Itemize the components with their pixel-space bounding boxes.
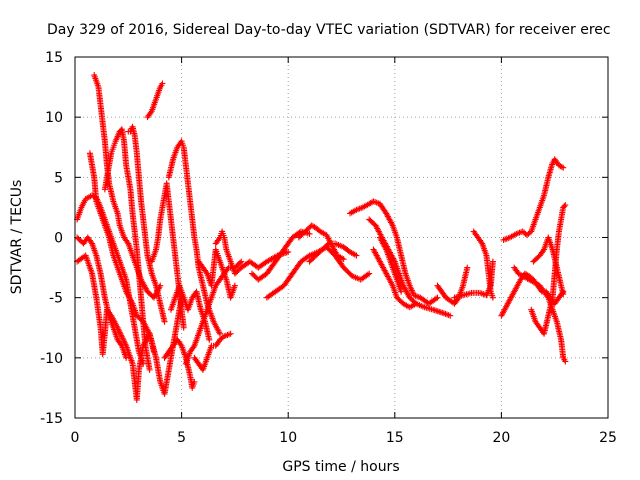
series-markers (470, 228, 496, 301)
x-tick-label: 0 (71, 430, 80, 446)
plot-frame (74, 56, 609, 419)
x-tick-label: 10 (279, 430, 297, 446)
series-trace-16 (212, 228, 292, 277)
y-tick-label: 5 (54, 170, 63, 186)
y-tick-label: -10 (40, 351, 63, 367)
series-markers (528, 202, 569, 337)
series-trace-24 (376, 234, 405, 295)
x-tick-label: 25 (599, 430, 617, 446)
series-markers (148, 180, 187, 331)
series-markers (74, 234, 130, 361)
series-markers (182, 258, 245, 367)
y-tick-label: -15 (40, 411, 63, 427)
x-tick-label: 15 (386, 430, 404, 446)
series-markers (101, 126, 153, 373)
x-tick-labels: 0 5 10 15 20 25 (71, 430, 617, 446)
series-trace-28 (500, 156, 567, 243)
series-markers (347, 198, 441, 307)
series-trace-9 (148, 180, 187, 331)
series-markers (195, 246, 238, 301)
y-tick-label: 15 (45, 50, 63, 66)
series-trace-32 (528, 202, 569, 337)
y-axis-label: SDTVAR / TECUs (9, 180, 25, 295)
series-trace-4 (86, 150, 157, 355)
series-markers (86, 150, 157, 355)
series-trace-20 (306, 240, 360, 265)
series-markers (125, 123, 168, 325)
y-tick-labels: -15 -10 -5 0 5 10 15 (40, 50, 63, 427)
series-trace-2 (74, 234, 130, 361)
series-trace-15 (195, 246, 238, 301)
series-markers (370, 246, 420, 311)
series-trace-23 (370, 246, 420, 311)
y-tick-label: 10 (45, 110, 63, 126)
series-markers (248, 228, 313, 283)
series-trace-27 (470, 228, 496, 301)
x-tick-label: 20 (492, 430, 510, 446)
series-trace-6 (101, 126, 153, 373)
x-tick-label: 5 (177, 430, 186, 446)
chart-title: Day 329 of 2016, Sidereal Day-to-day VTE… (47, 22, 611, 38)
series-markers (212, 228, 292, 277)
series-markers (500, 156, 567, 243)
series-trace-8 (144, 80, 166, 121)
series-trace-7 (125, 123, 168, 325)
series-trace-21 (347, 198, 441, 307)
series-trace-14 (191, 330, 234, 373)
series-markers (91, 72, 164, 301)
y-tick-label: -5 (49, 291, 63, 307)
series-trace-5 (91, 72, 164, 301)
y-tick-label: 0 (54, 231, 63, 247)
series-markers (144, 80, 166, 121)
series-trace-13 (182, 258, 245, 367)
data-marks (74, 72, 569, 403)
x-axis-label: GPS time / hours (282, 459, 399, 475)
series-markers (376, 234, 405, 295)
series-markers (191, 330, 234, 373)
series-markers (306, 240, 360, 265)
series-trace-17 (248, 228, 313, 283)
